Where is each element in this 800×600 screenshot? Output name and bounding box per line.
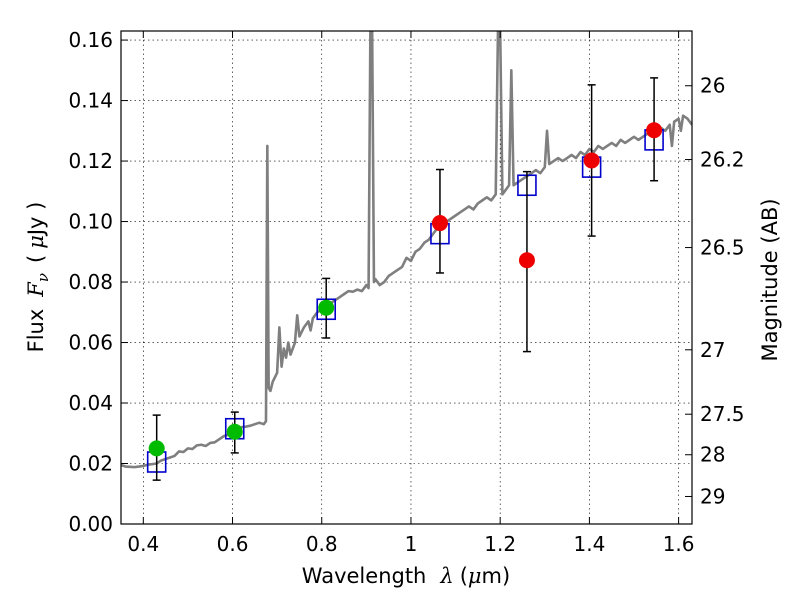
green-point-2 <box>318 299 335 316</box>
x-axis-label-text: Wavelength <box>302 564 427 588</box>
x-tick-label-2: 0.8 <box>306 532 338 556</box>
y2-axis-label: Magnitude (AB) <box>758 198 782 361</box>
green-point-1 <box>226 423 243 440</box>
y-tick-label-4: 0.08 <box>68 270 113 294</box>
y-axis-label-unit-rest: Jy ) <box>24 202 48 238</box>
plot-area <box>121 31 692 524</box>
y2-tick-label-2: 26.5 <box>700 236 745 260</box>
y-axis-label-symbol: F <box>24 281 48 298</box>
x-tick-label-0: 0.4 <box>127 532 159 556</box>
y-tick-label-0: 0.00 <box>68 512 113 536</box>
y-axis-label-subscript: ν <box>34 273 52 282</box>
red-point-3 <box>646 122 663 139</box>
red-point-0 <box>431 215 448 232</box>
x-axis-label-unit-rest: m) <box>482 564 511 588</box>
x-axis-label-unit-mu: μ <box>468 564 482 588</box>
x-tick-label-6: 1.6 <box>663 532 695 556</box>
y2-tick-label-3: 27 <box>700 338 725 362</box>
green-point-0 <box>148 440 165 457</box>
x-tick-label-4: 1.2 <box>484 532 516 556</box>
red-point-2 <box>583 152 600 169</box>
y-tick-label-5: 0.10 <box>68 210 113 234</box>
data-layer <box>121 31 692 481</box>
y-axis-label-unit-open: ( <box>24 255 48 263</box>
grid <box>121 31 692 525</box>
y-tick-label-3: 0.06 <box>68 331 113 355</box>
y2-tick-label-1: 26.2 <box>700 148 745 172</box>
y-axis-label: Flux Fν ( μJy ) <box>24 202 52 353</box>
x-tick-label-3: 1 <box>405 532 418 556</box>
y-tick-label-1: 0.02 <box>68 452 113 476</box>
x-tick-label-1: 0.6 <box>217 532 249 556</box>
y-axis-label-unit-mu: μ <box>24 235 48 249</box>
ticks: 0.4 0.6 0.8 1 1.2 1.4 1.6 0.00 0.02 0.04 0.06 0.08 0… <box>68 28 744 556</box>
y-axis-label-prefix: Flux <box>24 309 48 353</box>
plot-frame <box>120 30 693 525</box>
y-tick-label-8: 0.16 <box>68 28 113 52</box>
x-axis-label: Wavelength λ (μm) <box>302 564 510 588</box>
y2-tick-label-6: 29 <box>700 484 725 508</box>
x-axis-label-unit-open: ( <box>460 564 468 588</box>
y-tick-label-6: 0.12 <box>68 149 113 173</box>
y2-tick-label-4: 27.5 <box>700 402 745 426</box>
y-tick-label-2: 0.04 <box>68 391 113 415</box>
x-tick-label-5: 1.4 <box>573 532 605 556</box>
x-axis-label-symbol: λ <box>439 564 453 588</box>
y2-tick-label-5: 28 <box>700 443 725 467</box>
y2-tick-label-0: 26 <box>700 74 725 98</box>
red-point-1 <box>518 252 535 269</box>
y-tick-label-7: 0.14 <box>68 89 113 113</box>
